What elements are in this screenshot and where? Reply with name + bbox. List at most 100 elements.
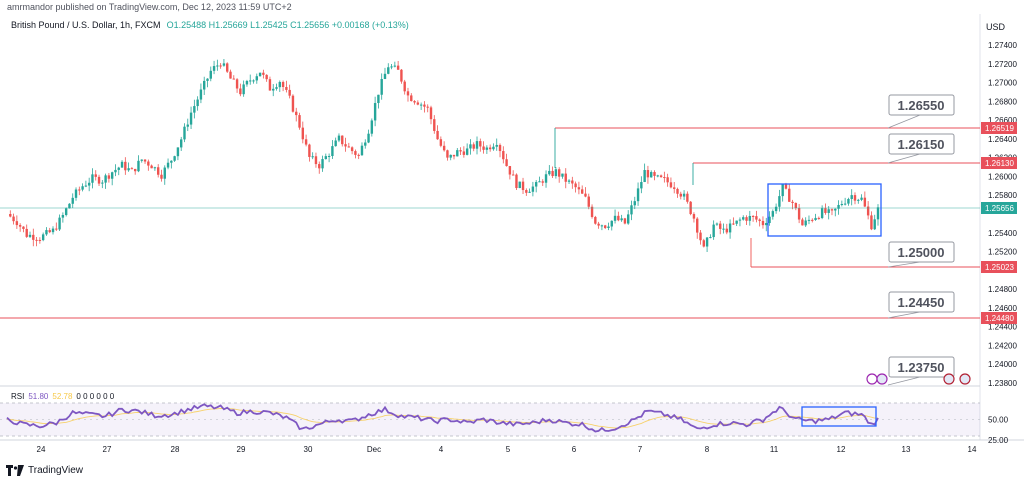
time-tick-label: Dec [367,445,381,454]
candle-body [28,234,32,237]
instrument-name: British Pound / U.S. Dollar, 1h, FXCM [11,20,161,30]
candle-body [439,139,443,146]
candle-body [324,156,328,160]
candle-body [788,188,791,202]
candle-body [567,180,571,182]
candle-body [170,160,173,163]
current-price-tag: 1.25656 [985,204,1014,213]
candle-body [534,182,538,187]
rsi-label: RSI [11,392,24,401]
candle-body [574,183,577,188]
level-callout-box[interactable] [888,356,955,378]
candle-body [548,170,551,175]
candle-body [732,223,735,225]
candle-body [426,106,429,108]
candle-body [659,175,663,178]
current-price-tag-bg [981,202,1017,214]
rsi-tick-label: 25.00 [988,436,1009,445]
candle-body [147,161,150,166]
candle-body [521,181,525,191]
candle-body [127,168,130,171]
candle-body [682,193,686,197]
time-tick-label: 7 [638,445,643,454]
level-callout-box[interactable] [888,241,955,263]
candle-body [797,208,801,220]
price-tick-label: 1.27000 [988,79,1017,88]
time-tick-label: 8 [705,445,710,454]
candle-body [814,217,817,220]
range-box-main[interactable] [767,183,882,237]
candle-body [748,215,752,221]
candle-body [32,234,35,240]
candle-body [834,208,837,211]
event-icon[interactable] [866,373,878,385]
candle-body [863,197,867,207]
candle-body [505,159,508,167]
candle-body [705,237,709,247]
candle-body [857,199,860,201]
candle-body [35,239,38,241]
candle-body [58,217,61,230]
price-tick-label: 1.24200 [988,341,1017,350]
footer-brand-label: TradingView [28,464,84,476]
candle-body [314,156,318,165]
price-axis-ticks: 1.27400 1.27200 1.27000 1.26800 1.26600 1.264… [988,41,1017,388]
candle-body [738,219,742,221]
candle-body [285,87,288,90]
price-tick-label: 1.24000 [988,360,1017,369]
candle-body [206,78,209,81]
candle-body [166,162,170,168]
candle-body [853,195,857,201]
levels-layer: 1.26519 1.26130 1.25023 1.24480 1.25656 1.265… [0,94,1017,386]
candle-body [452,154,456,157]
candle-body [61,215,65,218]
candle-body [472,144,475,149]
level-callout-box[interactable] [888,133,955,155]
candle-body [751,215,755,217]
candle-body [801,219,804,226]
level-callout-box[interactable] [888,94,955,116]
footer-brand[interactable]: TradingView [6,463,83,477]
candle-body [873,219,876,230]
candle-body [781,184,784,197]
candle-body [117,167,120,170]
time-tick-label: 24 [37,445,46,454]
flag-us-icon[interactable] [959,373,971,385]
candle-body [557,169,561,177]
candle-body [209,70,212,79]
candle-body [715,223,719,225]
candle-body [492,146,495,150]
level-callout-label: 1.26150 [898,137,945,152]
candle-body [742,217,745,220]
flag-us-icon[interactable] [876,373,888,385]
price-tag-label: 1.24480 [985,314,1014,323]
candle-body [51,228,55,233]
candle-body [778,196,781,207]
candle-body [502,151,505,160]
candle-body [765,223,768,226]
candle-body [456,150,459,157]
candle-body [308,144,311,157]
level-callout-label: 1.24450 [898,295,945,310]
candle-body [541,181,544,183]
candle-body [469,144,472,149]
candle-body [712,224,715,238]
price-tag-label: 1.25023 [985,263,1014,272]
candle-body [249,80,252,82]
candle-body [94,174,97,177]
candle-body [860,197,863,200]
candle-body [268,79,272,91]
candle-body [518,181,521,189]
candle-body [150,165,153,169]
range-box-rsi[interactable] [801,406,877,427]
flag-us-icon[interactable] [943,373,955,385]
candle-body [337,135,341,141]
candle-body [465,148,469,155]
candle-body [377,94,380,104]
rsi-value: 51.80 [28,392,49,401]
currency-label: USD [986,22,1006,32]
candle-body [485,147,489,150]
time-tick-label: 12 [837,445,846,454]
level-callout-box[interactable] [888,291,955,313]
